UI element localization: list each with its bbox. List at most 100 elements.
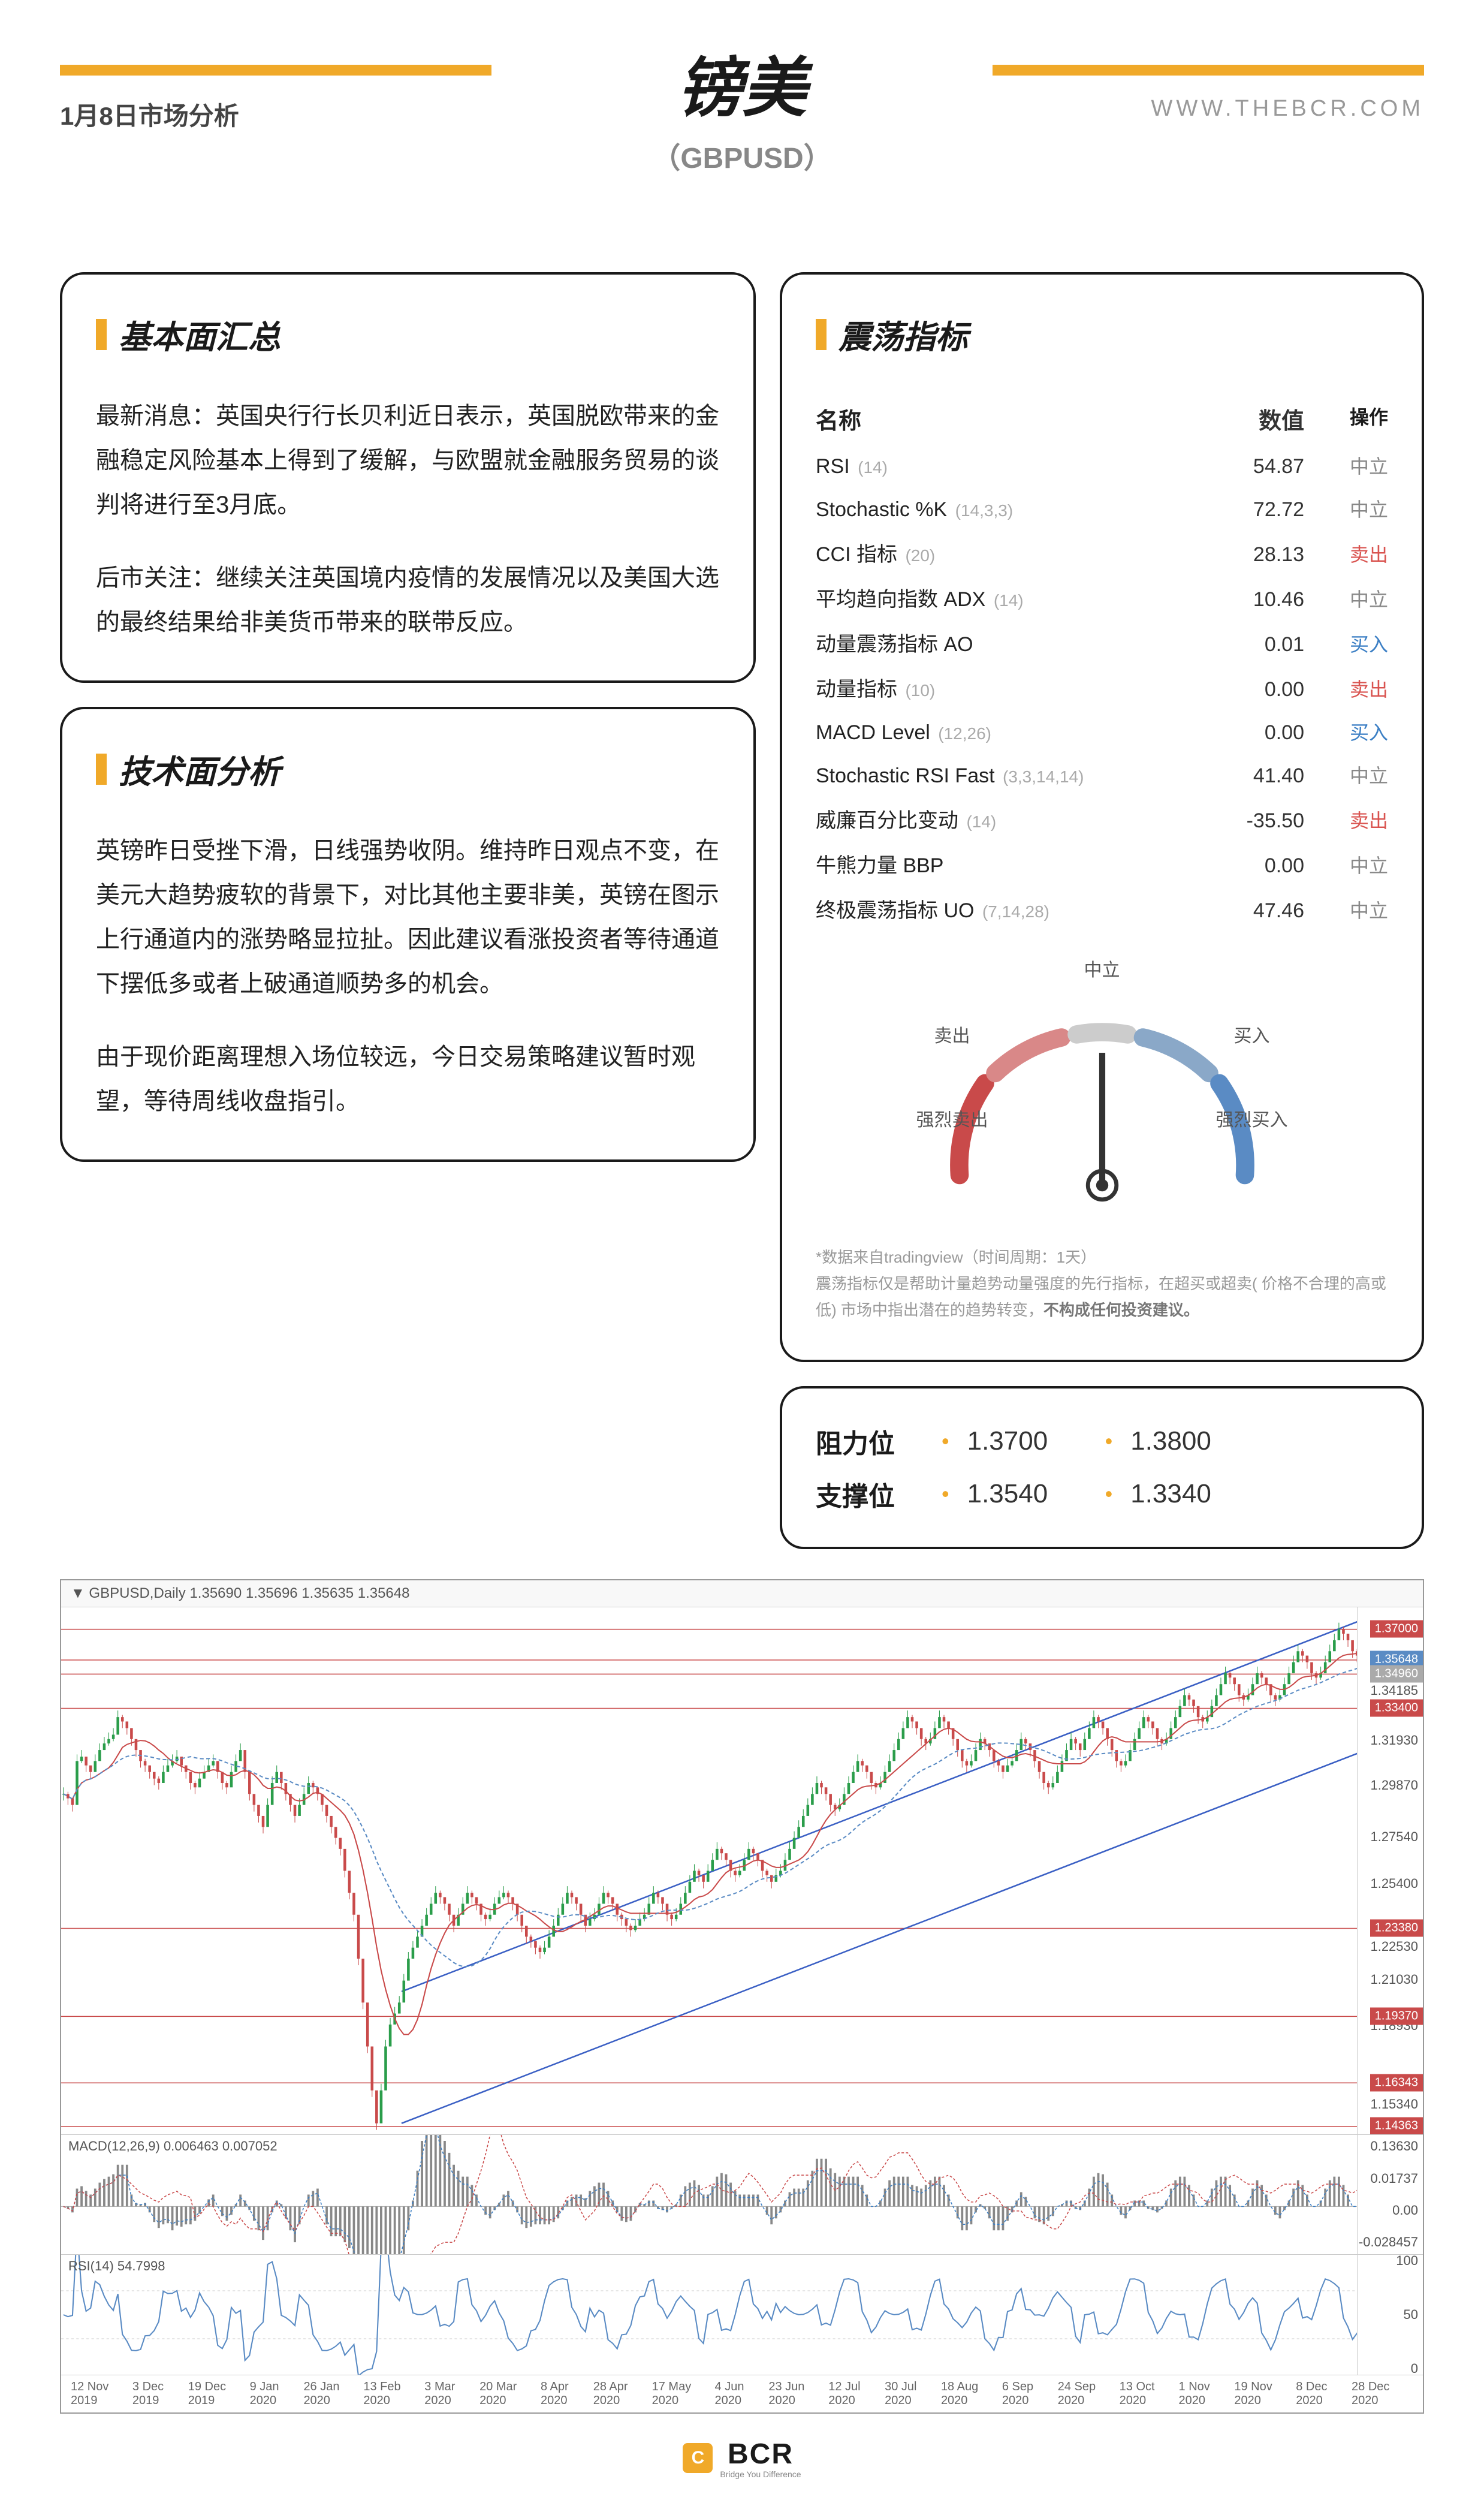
osc-name: MACD Level (12,26) xyxy=(816,721,1208,745)
xaxis-label: 4 Jun 2020 xyxy=(715,2380,769,2408)
osc-action: 中立 xyxy=(1304,451,1388,479)
osc-action: 中立 xyxy=(1304,851,1388,878)
xaxis-label: 17 May 2020 xyxy=(652,2380,715,2408)
xaxis-label: 19 Dec 2019 xyxy=(188,2380,250,2408)
oscillators-title: 震荡指标 xyxy=(838,311,968,358)
xaxis-label: 28 Dec 2020 xyxy=(1352,2380,1413,2408)
disclaimer-l2b: 不构成任何投资建议。 xyxy=(1043,1301,1199,1319)
xaxis-label: 12 Jul 2020 xyxy=(828,2380,885,2408)
header-accent-left xyxy=(60,65,491,76)
url-label: WWW.THEBCR.COM xyxy=(1151,96,1424,122)
gauge-label-neutral: 中立 xyxy=(1084,955,1120,981)
osc-value: 10.46 xyxy=(1208,588,1304,612)
osc-name: 威廉百分比变动 (14) xyxy=(816,804,1208,833)
osc-value: 41.40 xyxy=(1208,764,1304,788)
oscillator-row: 动量震荡指标 AO 0.01 买入 xyxy=(816,620,1388,665)
gauge-label-buy: 买入 xyxy=(1234,1021,1270,1047)
support-v2: 1.3340 xyxy=(1130,1479,1250,1509)
gauge-label-strong-sell: 强烈卖出 xyxy=(916,1105,988,1131)
oscillator-row: Stochastic %K (14,3,3) 72.72 中立 xyxy=(816,487,1388,530)
fundamentals-p2: 后市关注：继续关注英国境内疫情的发展情况以及美国大选的最终结果给非美货币带来的联… xyxy=(96,556,720,644)
gauge-icon xyxy=(898,961,1306,1226)
bullet-icon: • xyxy=(942,1429,949,1454)
osc-value: 0.00 xyxy=(1208,721,1304,745)
osc-name: 平均趋向指数 ADX (14) xyxy=(816,583,1208,612)
header-accent-right xyxy=(993,65,1424,76)
disclaimer-l1: *数据来自tradingview（时间周期：1天） xyxy=(816,1244,1388,1270)
resistance-v1: 1.3700 xyxy=(967,1426,1087,1456)
osc-value: 0.01 xyxy=(1208,633,1304,656)
xaxis-label: 3 Mar 2020 xyxy=(424,2380,479,2408)
osc-action: 中立 xyxy=(1304,896,1388,923)
osc-header-name: 名称 xyxy=(816,402,1208,435)
footer-brand: BCR xyxy=(720,2438,801,2471)
osc-action: 卖出 xyxy=(1304,540,1388,567)
xaxis-label: 1 Nov 2020 xyxy=(1179,2380,1235,2408)
technical-p1: 英镑昨日受挫下滑，日线强势收阴。维持昨日观点不变，在美元大趋势疲软的背景下，对比… xyxy=(96,829,720,1006)
xaxis-label: 28 Apr 2020 xyxy=(593,2380,652,2408)
fundamentals-title: 基本面汇总 xyxy=(119,311,280,358)
technical-p2: 由于现价距离理想入场位较远，今日交易策略建议暂时观望，等待周线收盘指引。 xyxy=(96,1035,720,1124)
fundamentals-card: 基本面汇总 最新消息：英国央行行长贝利近日表示，英国脱欧带来的金融稳定风险基本上… xyxy=(60,272,756,683)
osc-name: 牛熊力量 BBP xyxy=(816,849,1208,878)
page-subtitle: （GBPUSD） xyxy=(60,134,1424,176)
support-label: 支撑位 xyxy=(816,1475,924,1513)
chart-title: ▼ GBPUSD,Daily 1.35690 1.35696 1.35635 1… xyxy=(61,1580,1423,1607)
gauge-label-sell: 卖出 xyxy=(934,1021,970,1047)
oscillator-row: CCI 指标 (20) 28.13 卖出 xyxy=(816,530,1388,575)
oscillator-row: 动量指标 (10) 0.00 卖出 xyxy=(816,665,1388,710)
macd-title: MACD(12,26,9) 0.006463 0.007052 xyxy=(68,2138,278,2154)
osc-action: 中立 xyxy=(1304,585,1388,612)
xaxis-label: 12 Nov 2019 xyxy=(71,2380,132,2408)
xaxis-label: 30 Jul 2020 xyxy=(885,2380,941,2408)
levels-card: 阻力位 • 1.3700 • 1.3800 支撑位 • 1.3540 • 1.3… xyxy=(780,1386,1424,1549)
support-v1: 1.3540 xyxy=(967,1479,1087,1509)
footer-sub: Bridge You Difference xyxy=(720,2469,801,2479)
gauge-label-strong-buy: 强烈买入 xyxy=(1216,1105,1288,1131)
xaxis-label: 6 Sep 2020 xyxy=(1002,2380,1058,2408)
osc-action: 买入 xyxy=(1304,629,1388,657)
footer: C BCR Bridge You Difference xyxy=(60,2414,1424,2485)
oscillator-row: Stochastic RSI Fast (3,3,14,14) 41.40 中立 xyxy=(816,753,1388,796)
xaxis-label: 19 Nov 2020 xyxy=(1234,2380,1296,2408)
logo-icon: C xyxy=(683,2443,713,2473)
osc-name: Stochastic RSI Fast (3,3,14,14) xyxy=(816,764,1208,788)
osc-name: RSI (14) xyxy=(816,455,1208,478)
xaxis-label: 24 Sep 2020 xyxy=(1058,2380,1120,2408)
oscillator-row: MACD Level (12,26) 0.00 买入 xyxy=(816,710,1388,753)
bullet-icon: • xyxy=(1105,1481,1113,1507)
osc-name: 动量指标 (10) xyxy=(816,673,1208,702)
oscillator-row: 牛熊力量 BBP 0.00 中立 xyxy=(816,841,1388,886)
xaxis-label: 3 Dec 2019 xyxy=(132,2380,188,2408)
xaxis-label: 18 Aug 2020 xyxy=(941,2380,1002,2408)
date-label: 1月8日市场分析 xyxy=(60,96,239,132)
osc-value: -35.50 xyxy=(1208,809,1304,833)
accent-bar-icon xyxy=(816,319,827,350)
osc-header-value: 数值 xyxy=(1208,402,1304,435)
bullet-icon: • xyxy=(1105,1429,1113,1454)
osc-name: CCI 指标 (20) xyxy=(816,538,1208,567)
osc-name: 动量震荡指标 AO xyxy=(816,628,1208,657)
rsi-title: RSI(14) 54.7998 xyxy=(68,2258,165,2274)
resistance-label: 阻力位 xyxy=(816,1422,924,1460)
osc-value: 54.87 xyxy=(1208,455,1304,478)
xaxis-label: 9 Jan 2020 xyxy=(250,2380,304,2408)
xaxis-label: 20 Mar 2020 xyxy=(479,2380,541,2408)
technical-card: 技术面分析 英镑昨日受挫下滑，日线强势收阴。维持昨日观点不变，在美元大趋势疲软的… xyxy=(60,707,756,1162)
xaxis-label: 13 Oct 2020 xyxy=(1120,2380,1179,2408)
oscillator-row: 平均趋向指数 ADX (14) 10.46 中立 xyxy=(816,575,1388,620)
oscillators-card: 震荡指标 名称 数值 操作 RSI (14) 54.87 中立Stochasti… xyxy=(780,272,1424,1362)
osc-value: 28.13 xyxy=(1208,543,1304,567)
osc-value: 72.72 xyxy=(1208,498,1304,522)
osc-value: 0.00 xyxy=(1208,854,1304,878)
accent-bar-icon xyxy=(96,319,107,350)
technical-title: 技术面分析 xyxy=(119,745,280,793)
osc-value: 0.00 xyxy=(1208,678,1304,701)
xaxis-label: 23 Jun 2020 xyxy=(768,2380,828,2408)
osc-action: 买入 xyxy=(1304,718,1388,745)
osc-action: 卖出 xyxy=(1304,806,1388,833)
accent-bar-icon xyxy=(96,754,107,785)
xaxis-label: 8 Dec 2020 xyxy=(1296,2380,1352,2408)
sentiment-gauge: 中立 卖出 买入 强烈卖出 强烈买入 xyxy=(898,961,1306,1226)
oscillator-row: RSI (14) 54.87 中立 xyxy=(816,444,1388,487)
